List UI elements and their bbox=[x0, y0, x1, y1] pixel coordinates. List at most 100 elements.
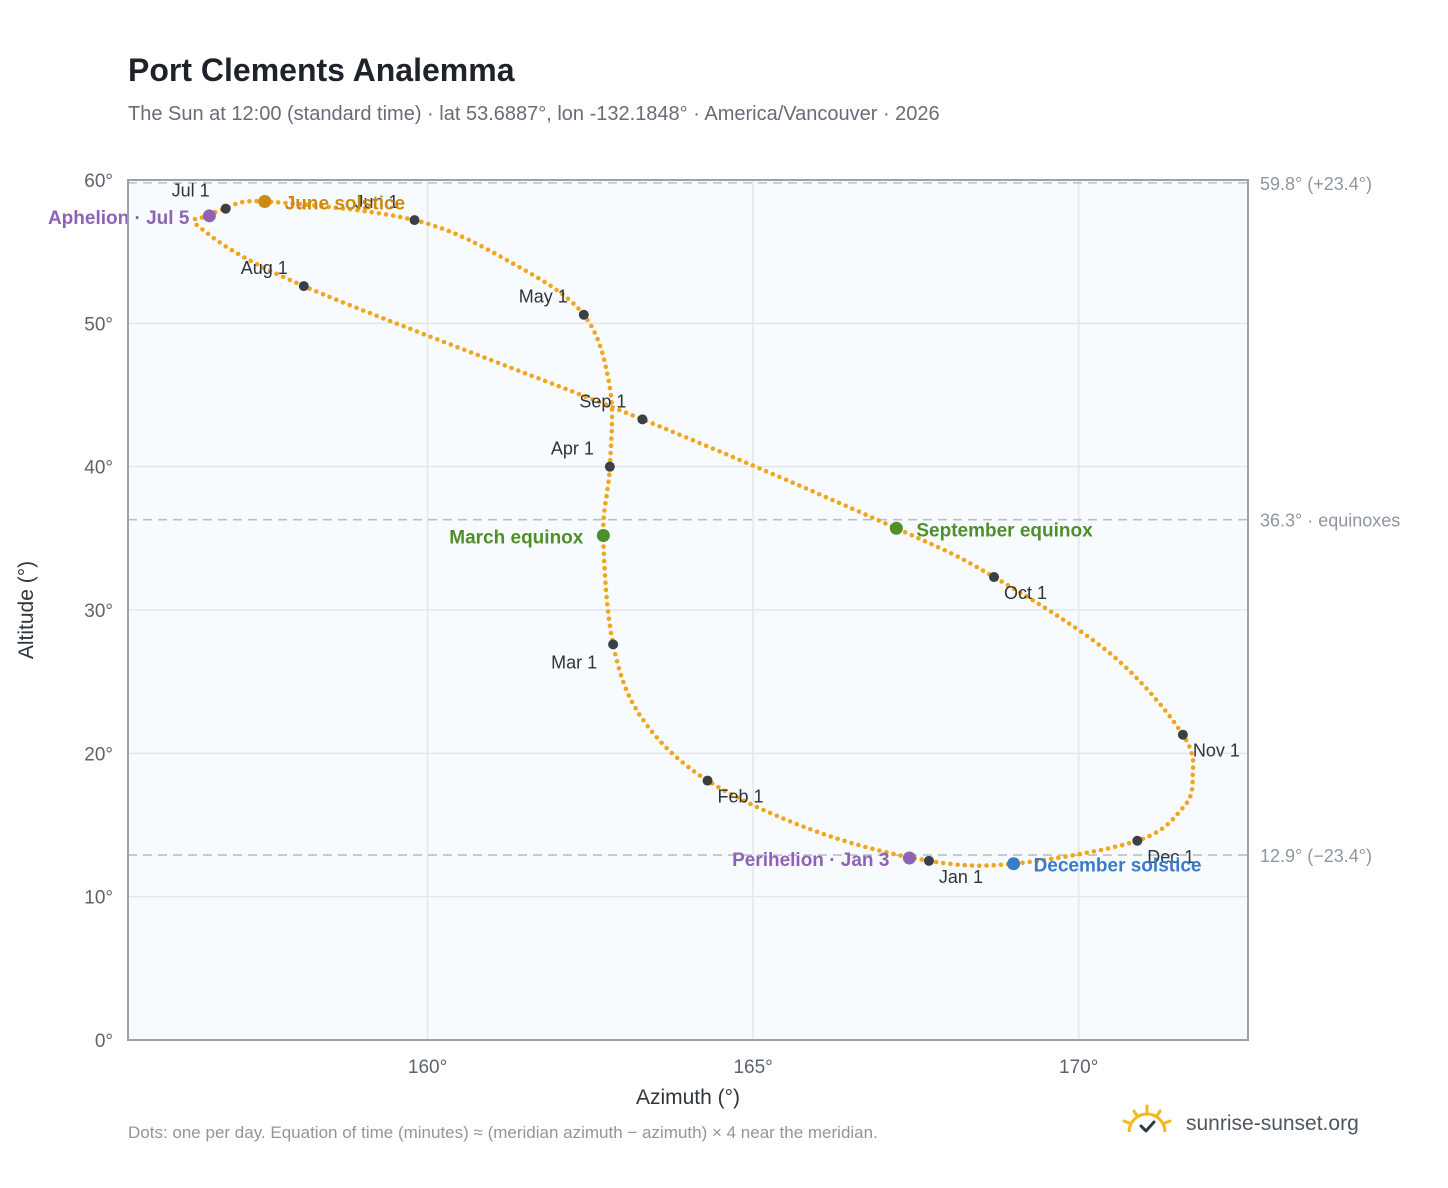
daily-dot bbox=[446, 228, 452, 234]
daily-dot bbox=[347, 302, 353, 308]
brand-name[interactable]: sunrise-sunset.org bbox=[1186, 1112, 1359, 1135]
daily-dot bbox=[609, 429, 615, 434]
daily-dot bbox=[808, 827, 813, 832]
daily-dot bbox=[605, 486, 610, 492]
daily-dot bbox=[223, 244, 228, 249]
daily-dot bbox=[677, 432, 682, 438]
daily-dot bbox=[608, 450, 613, 456]
month-label: Feb 1 bbox=[718, 787, 764, 807]
daily-dot bbox=[297, 201, 303, 207]
daily-dot bbox=[239, 199, 245, 205]
sun-logo-icon bbox=[1120, 1104, 1174, 1145]
daily-dot bbox=[576, 391, 582, 397]
daily-dot bbox=[883, 521, 888, 526]
daily-dot bbox=[492, 250, 497, 256]
event-markers: Aphelion · Jul 5 June solstice March equin… bbox=[48, 194, 1202, 877]
daily-dot bbox=[697, 440, 702, 446]
daily-dot bbox=[1171, 719, 1177, 725]
daily-dot bbox=[922, 538, 928, 544]
daily-dot bbox=[334, 297, 339, 303]
event-label: December solstice bbox=[1034, 856, 1202, 877]
daily-dot bbox=[482, 355, 487, 360]
daily-dot bbox=[962, 862, 968, 868]
daily-dot bbox=[810, 489, 815, 494]
daily-dot bbox=[1036, 601, 1042, 607]
daily-dot bbox=[1113, 655, 1118, 661]
daily-dot bbox=[360, 308, 366, 313]
daily-dot bbox=[529, 272, 535, 277]
daily-dot bbox=[902, 530, 908, 535]
x-tick-label: 170° bbox=[1059, 1057, 1098, 1078]
daily-dot bbox=[314, 289, 319, 294]
daily-dot bbox=[439, 226, 445, 231]
daily-dot bbox=[948, 861, 953, 867]
daily-dot bbox=[1063, 854, 1068, 859]
daily-dot bbox=[821, 831, 827, 837]
daily-dot bbox=[1048, 856, 1054, 862]
daily-dot bbox=[1024, 594, 1029, 599]
daily-dot bbox=[509, 365, 514, 371]
daily-dot bbox=[601, 515, 607, 520]
month-marker bbox=[1177, 729, 1188, 740]
daily-dot bbox=[548, 283, 553, 289]
daily-dot bbox=[603, 580, 608, 585]
daily-dot bbox=[830, 497, 835, 503]
daily-dot bbox=[1112, 844, 1118, 850]
daily-dot bbox=[623, 686, 629, 692]
daily-dot bbox=[1162, 708, 1168, 713]
daily-dot bbox=[556, 383, 561, 389]
daily-dot bbox=[1105, 846, 1111, 851]
daily-dot bbox=[849, 840, 854, 846]
daily-dot bbox=[664, 745, 669, 751]
chart-title: Port Clements Analemma bbox=[128, 52, 515, 88]
daily-dot bbox=[823, 494, 829, 500]
daily-dot bbox=[623, 410, 629, 416]
daily-dot bbox=[383, 212, 389, 217]
daily-dot bbox=[842, 838, 847, 844]
month-marker bbox=[409, 215, 420, 226]
daily-dot bbox=[1190, 765, 1196, 770]
daily-dot bbox=[743, 460, 749, 466]
daily-dot bbox=[942, 547, 947, 553]
month-label: Nov 1 bbox=[1193, 741, 1240, 761]
month-label: Jul 1 bbox=[172, 181, 210, 201]
daily-dot bbox=[877, 848, 882, 853]
daily-dot bbox=[610, 405, 615, 410]
daily-dot bbox=[801, 824, 806, 829]
brand-logo[interactable]: sunrise-sunset.org bbox=[1120, 1102, 1359, 1146]
daily-dot bbox=[929, 541, 934, 547]
month-marker bbox=[578, 309, 589, 320]
month-markers: Jan 1 Feb 1 Mar 1 Apr 1 May 1 Jun 1 Jul 1 Aug 1… bbox=[172, 181, 1240, 887]
event-label: September equinox bbox=[916, 520, 1093, 541]
daily-dot bbox=[522, 370, 528, 376]
daily-dot bbox=[614, 659, 620, 664]
daily-dot bbox=[327, 294, 332, 300]
month-marker bbox=[923, 855, 934, 866]
reference-line-label: 36.3° · equinoxes bbox=[1260, 511, 1400, 531]
daily-dot bbox=[1165, 822, 1170, 827]
daily-dot bbox=[1054, 613, 1060, 618]
daily-dot bbox=[1153, 830, 1159, 835]
daily-dot bbox=[787, 819, 793, 824]
daily-dot bbox=[606, 479, 611, 485]
daily-dot bbox=[571, 301, 576, 306]
daily-dot bbox=[1107, 651, 1113, 656]
month-label: Dec 1 bbox=[1147, 847, 1194, 867]
daily-dot bbox=[355, 207, 360, 213]
daily-dot bbox=[603, 364, 609, 370]
daily-dot bbox=[608, 630, 614, 636]
daily-dot bbox=[390, 213, 396, 218]
event-label: Perihelion · Jan 3 bbox=[732, 850, 889, 871]
daily-dot bbox=[781, 816, 786, 821]
daily-dot bbox=[294, 280, 299, 286]
daily-dot bbox=[650, 421, 656, 426]
daily-dot bbox=[421, 331, 427, 337]
daily-dot bbox=[637, 712, 642, 717]
daily-dot bbox=[326, 204, 332, 210]
daily-dot bbox=[741, 798, 747, 804]
daily-dot bbox=[999, 579, 1004, 584]
daily-dot bbox=[606, 616, 612, 621]
daily-dot bbox=[1158, 702, 1163, 708]
daily-dot bbox=[974, 564, 979, 570]
